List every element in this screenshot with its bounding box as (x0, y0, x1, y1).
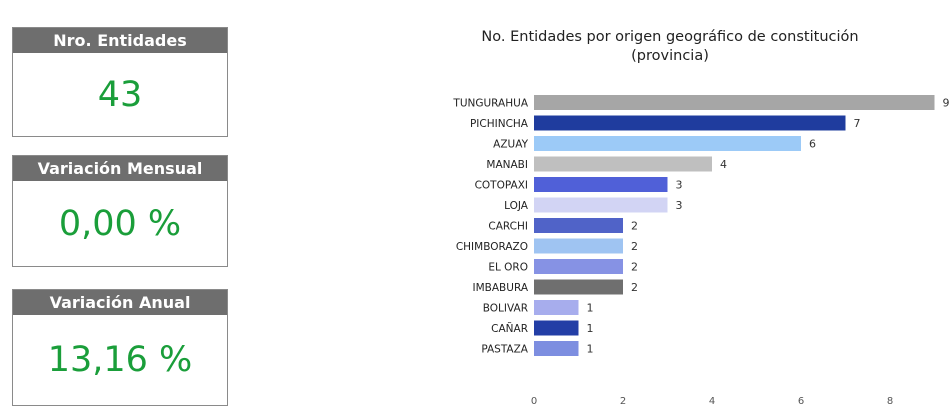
data-label: 1 (587, 322, 594, 335)
bar[interactable] (534, 321, 579, 336)
data-label: 2 (631, 240, 638, 253)
category-label: TUNGURAHUA (452, 98, 528, 110)
x-tick-label: 8 (887, 396, 893, 407)
x-tick-label: 6 (798, 396, 804, 407)
category-label: LOJA (504, 200, 529, 212)
data-label: 1 (587, 302, 594, 315)
bar[interactable] (534, 95, 935, 110)
category-label: BOLIVAR (483, 303, 528, 315)
category-label: CARCHI (488, 221, 528, 233)
data-label: 3 (676, 199, 683, 212)
bar[interactable] (534, 116, 846, 131)
bar[interactable] (534, 136, 801, 151)
bar[interactable] (534, 218, 623, 233)
x-tick-label: 0 (531, 396, 537, 407)
data-label: 1 (587, 343, 594, 356)
x-tick-label: 4 (709, 396, 715, 407)
bar[interactable] (534, 259, 623, 274)
data-label: 2 (631, 261, 638, 274)
bar[interactable] (534, 239, 623, 254)
category-label: PICHINCHA (470, 118, 529, 130)
category-label: CAÑAR (491, 322, 528, 335)
data-label: 2 (631, 281, 638, 294)
category-label: IMBABURA (473, 282, 529, 294)
x-tick-label: 2 (620, 396, 626, 407)
bar[interactable] (534, 300, 579, 315)
bar[interactable] (534, 177, 668, 192)
category-label: PASTAZA (481, 344, 528, 356)
category-label: AZUAY (493, 139, 528, 151)
bar[interactable] (534, 198, 668, 213)
data-label: 2 (631, 220, 638, 233)
data-label: 3 (676, 179, 683, 192)
data-label: 6 (809, 138, 816, 151)
data-label: 9 (943, 97, 950, 110)
category-label: COTOPAXI (475, 180, 528, 192)
data-label: 4 (720, 158, 727, 171)
data-label: 7 (854, 117, 861, 130)
category-label: MANABI (486, 159, 528, 171)
category-label: EL ORO (488, 262, 528, 274)
bar[interactable] (534, 157, 712, 172)
bar[interactable] (534, 341, 579, 356)
category-label: CHIMBORAZO (456, 241, 528, 253)
bar[interactable] (534, 280, 623, 295)
